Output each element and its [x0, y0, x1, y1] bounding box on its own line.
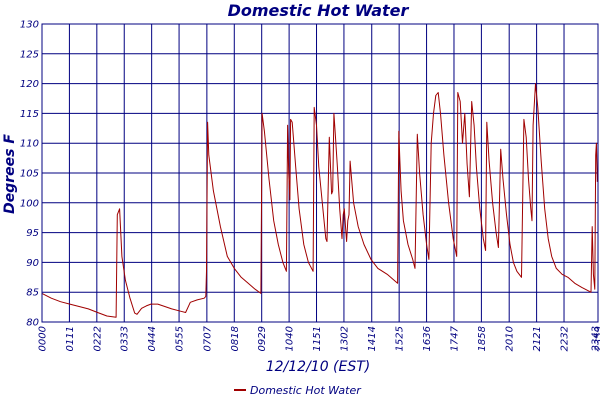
- y-axis-title: Degrees F: [2, 134, 18, 214]
- x-tick-label-11: 1302: [339, 326, 350, 351]
- series-layer: [41, 83, 598, 318]
- y-tick-label-1: 85: [26, 288, 39, 299]
- x-tick-labels: 0000 0111 0222 0333 0444 0555 0707 0818 0929 1040…: [38, 325, 600, 351]
- y-tick-label-9: 125: [20, 49, 39, 60]
- x-tick-label-13: 1525: [395, 326, 406, 351]
- x-tick-label-2: 0222: [92, 326, 103, 351]
- y-tick-label-10: 130: [20, 20, 39, 31]
- series-line-0: [41, 83, 598, 318]
- y-tick-label-7: 115: [20, 109, 39, 120]
- x-tick-label-6: 0707: [202, 325, 213, 351]
- y-tick-label-5: 105: [20, 169, 39, 180]
- x-tick-label-17: 2010: [505, 326, 516, 351]
- x-tick-label-15: 1747: [449, 325, 460, 351]
- plot-frame: [41, 23, 599, 323]
- chart-title: Domestic Hot Water: [228, 1, 410, 20]
- x-tick-label-10: 1151: [312, 326, 323, 351]
- x-tick-label-12: 1414: [367, 326, 378, 351]
- x-tick-label-1: 0111: [65, 326, 76, 351]
- x-tick-label-20: 2343: [591, 326, 600, 351]
- x-tick-label-3: 0333: [120, 326, 131, 351]
- y-tick-label-6: 110: [20, 139, 39, 150]
- y-tick-label-8: 120: [20, 79, 39, 90]
- y-tick-label-0: 80: [26, 318, 39, 329]
- x-tick-label-4: 0444: [147, 326, 158, 351]
- x-tick-label-7: 0818: [230, 326, 241, 351]
- legend: Domestic Hot Water: [234, 384, 362, 397]
- x-tick-label-18: 2121: [532, 326, 543, 351]
- x-tick-label-0: 0000: [38, 326, 49, 351]
- y-tick-label-4: 100: [20, 198, 39, 209]
- x-tick-label-16: 1858: [477, 326, 488, 351]
- x-tick-label-21: 2359: [594, 326, 600, 351]
- legend-label: Domestic Hot Water: [250, 384, 362, 397]
- x-tick-label-14: 1636: [422, 326, 433, 351]
- x-tick-label-19: 2232: [560, 326, 571, 351]
- y-tick-label-2: 90: [26, 258, 39, 269]
- y-tick-label-3: 95: [26, 228, 39, 239]
- y-tick-labels: 80 85 90 95 100 105 110 115 120 125 130: [20, 20, 39, 329]
- x-tick-label-9: 1040: [285, 326, 296, 351]
- x-axis-title: 12/12/10 (EST): [266, 359, 371, 375]
- x-tick-label-8: 0929: [257, 326, 268, 351]
- x-tick-label-5: 0555: [175, 326, 186, 351]
